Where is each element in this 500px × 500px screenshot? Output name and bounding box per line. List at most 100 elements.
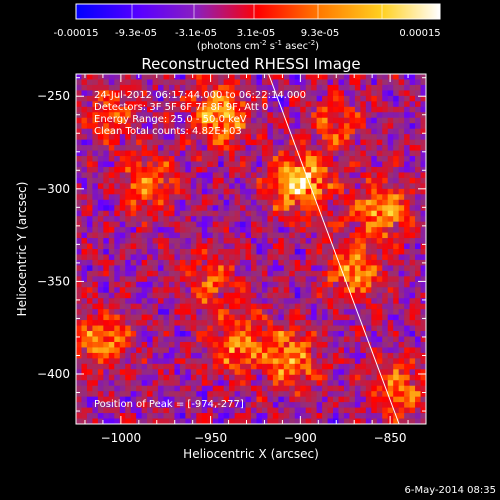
heatmap-cell xyxy=(343,374,350,381)
heatmap-cell xyxy=(158,276,164,283)
heatmap-cell xyxy=(212,270,219,277)
heatmap-cell xyxy=(251,177,257,184)
heatmap-cell xyxy=(354,341,361,348)
heatmap-cell xyxy=(343,156,350,162)
heatmap-cell xyxy=(196,374,203,381)
heatmap-cell xyxy=(333,84,339,91)
heatmap-cell xyxy=(289,205,296,212)
heatmap-cell xyxy=(365,303,372,310)
heatmap-cell xyxy=(267,276,274,283)
heatmap-cell xyxy=(393,106,400,113)
heatmap-cell xyxy=(92,227,99,233)
heatmap-cell xyxy=(125,238,132,244)
heatmap-cell xyxy=(420,123,426,130)
heatmap-cell xyxy=(240,325,246,332)
heatmap-cell xyxy=(311,309,318,316)
heatmap-cell xyxy=(163,221,170,228)
heatmap-cell xyxy=(158,352,164,359)
heatmap-cell xyxy=(404,407,410,414)
heatmap-cell xyxy=(76,145,82,151)
heatmap-cell xyxy=(234,194,241,201)
heatmap-cell xyxy=(256,358,263,365)
heatmap-cell xyxy=(152,385,159,392)
heatmap-cell xyxy=(267,139,274,146)
heatmap-cell xyxy=(119,199,126,206)
heatmap-cell xyxy=(114,413,121,419)
heatmap-cell xyxy=(261,358,268,365)
heatmap-cell xyxy=(168,374,175,381)
heatmap-cell xyxy=(316,287,323,294)
heatmap-cell xyxy=(338,106,345,113)
heatmap-cell xyxy=(86,331,93,337)
heatmap-cell xyxy=(97,106,104,113)
heatmap-cell xyxy=(305,161,312,168)
heatmap-cell xyxy=(234,287,241,294)
heatmap-cell xyxy=(251,281,257,288)
heatmap-cell xyxy=(223,199,230,206)
heatmap-cell xyxy=(147,380,153,387)
heatmap-cell xyxy=(382,172,389,179)
heatmap-cell xyxy=(168,134,175,141)
heatmap-cell xyxy=(119,84,126,91)
heatmap-cell xyxy=(289,101,296,108)
heatmap-cell xyxy=(207,156,214,162)
heatmap-cell xyxy=(300,238,307,244)
heatmap-cell xyxy=(103,347,110,354)
heatmap-cell xyxy=(212,325,219,332)
heatmap-cell xyxy=(393,341,400,348)
heatmap-cell xyxy=(207,341,214,348)
heatmap-cell xyxy=(343,341,350,348)
heatmap-cell xyxy=(289,320,296,326)
heatmap-cell xyxy=(119,358,126,365)
heatmap-cell xyxy=(245,232,252,239)
heatmap-cell xyxy=(185,413,192,419)
heatmap-cell xyxy=(343,413,350,419)
heatmap-cell xyxy=(360,320,367,326)
heatmap-cell xyxy=(283,134,290,141)
heatmap-cell xyxy=(333,347,339,354)
heatmap-cell xyxy=(360,188,367,195)
heatmap-cell xyxy=(240,352,246,359)
heatmap-cell xyxy=(97,320,104,326)
heatmap-cell xyxy=(343,199,350,206)
heatmap-cell xyxy=(316,205,323,212)
heatmap-cell xyxy=(327,188,334,195)
heatmap-cell xyxy=(354,292,361,299)
heatmap-cell xyxy=(354,123,361,130)
heatmap-cell xyxy=(294,134,301,141)
heatmap-cell xyxy=(289,216,296,223)
heatmap-cell xyxy=(207,281,214,288)
heatmap-cell xyxy=(97,396,104,403)
heatmap-cell xyxy=(420,232,426,239)
heatmap-cell xyxy=(327,281,334,288)
heatmap-cell xyxy=(97,128,104,135)
heatmap-cell xyxy=(338,369,345,376)
heatmap-cell xyxy=(207,205,214,212)
heatmap-cell xyxy=(174,254,181,261)
heatmap-cell xyxy=(327,227,334,233)
heatmap-cell xyxy=(207,309,214,316)
heatmap-cell xyxy=(147,270,153,277)
heatmap-cell xyxy=(141,128,148,135)
heatmap-cell xyxy=(343,194,350,201)
heatmap-cell xyxy=(86,172,93,179)
heatmap-cell xyxy=(201,380,208,387)
heatmap-cell xyxy=(283,270,290,277)
heatmap-cell xyxy=(218,358,225,365)
heatmap-cell xyxy=(81,84,88,91)
heatmap-cell xyxy=(103,391,110,398)
heatmap-cell xyxy=(415,413,421,419)
heatmap-cell xyxy=(130,259,137,266)
heatmap-cell xyxy=(76,79,82,86)
heatmap-cell xyxy=(168,418,175,424)
heatmap-cell xyxy=(251,90,257,97)
heatmap-cell xyxy=(81,309,88,316)
heatmap-cell xyxy=(97,385,104,392)
heatmap-cell xyxy=(300,150,307,157)
heatmap-cell xyxy=(278,347,285,354)
heatmap-cell xyxy=(163,194,170,201)
heatmap-cell xyxy=(251,199,257,206)
heatmap-cell xyxy=(81,183,88,190)
heatmap-cell xyxy=(393,254,400,261)
heatmap-cell xyxy=(256,259,263,266)
